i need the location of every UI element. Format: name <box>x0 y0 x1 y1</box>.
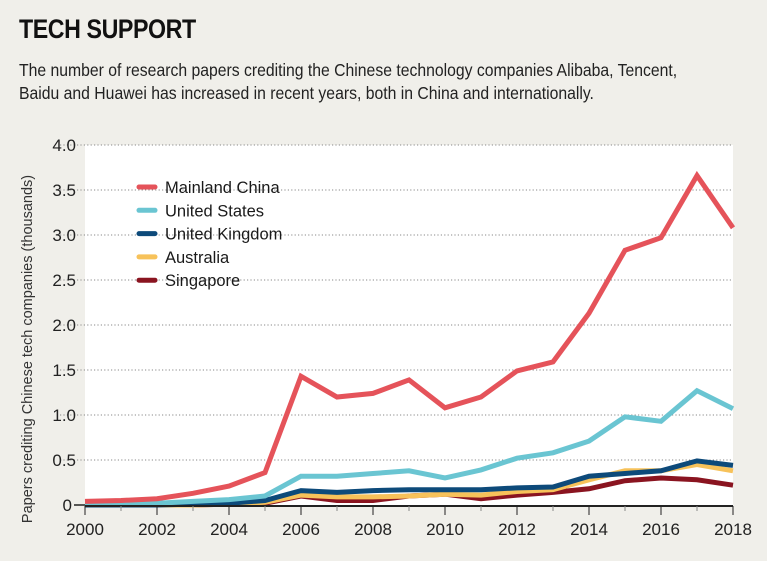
x-tick-label: 2014 <box>570 520 608 539</box>
legend-item: United Kingdom <box>136 226 282 244</box>
y-tick-label: 2.0 <box>52 316 76 335</box>
y-tick-label: 1.0 <box>52 406 76 425</box>
y-tick-label: 4.0 <box>52 136 76 155</box>
legend-item: United States <box>136 202 264 220</box>
x-tick-label: 2018 <box>714 520 752 539</box>
x-tick-label: 2008 <box>354 520 392 539</box>
legend-item: Australia <box>136 249 230 267</box>
y-axis-ticks: 0 0.5 1.0 1.5 2.0 2.5 3.0 3.5 4.0 <box>52 136 85 515</box>
x-tick-label: 2012 <box>498 520 536 539</box>
series-line-united-states <box>85 387 735 507</box>
x-axis: 2000 2002 2004 2006 2008 2010 2012 2014 2016 2018 <box>66 505 752 539</box>
x-tick-label: 2002 <box>138 520 176 539</box>
legend-item: Mainland China <box>136 179 280 197</box>
series-line-united-kingdom <box>85 458 734 508</box>
x-tick-label: 2016 <box>642 520 680 539</box>
y-tick-label: 3.0 <box>52 226 76 245</box>
legend-label: Australia <box>165 249 230 267</box>
y-tick-label: 0 <box>63 496 72 515</box>
y-tick-label: 1.5 <box>52 361 76 380</box>
chart-subtitle: The number of research papers crediting … <box>19 60 678 103</box>
legend-item: Singapore <box>136 272 240 290</box>
chart-title: TECH SUPPORT <box>19 14 196 44</box>
y-tick-label: 2.5 <box>52 271 76 290</box>
series-line-mainland-china <box>84 170 736 504</box>
x-tick-label: 2004 <box>210 520 248 539</box>
y-tick-label: 3.5 <box>52 181 76 200</box>
legend-label: Singapore <box>165 272 240 290</box>
x-tick-label: 2006 <box>282 520 320 539</box>
x-tick-label: 2010 <box>426 520 464 539</box>
legend: Mainland China United States United Kingdo… <box>136 179 282 290</box>
legend-label: United States <box>165 202 264 220</box>
y-tick-label: 0.5 <box>52 451 76 470</box>
x-tick-label: 2000 <box>66 520 104 539</box>
legend-label: United Kingdom <box>165 226 282 244</box>
series-lines <box>84 170 736 508</box>
legend-label: Mainland China <box>165 179 280 197</box>
